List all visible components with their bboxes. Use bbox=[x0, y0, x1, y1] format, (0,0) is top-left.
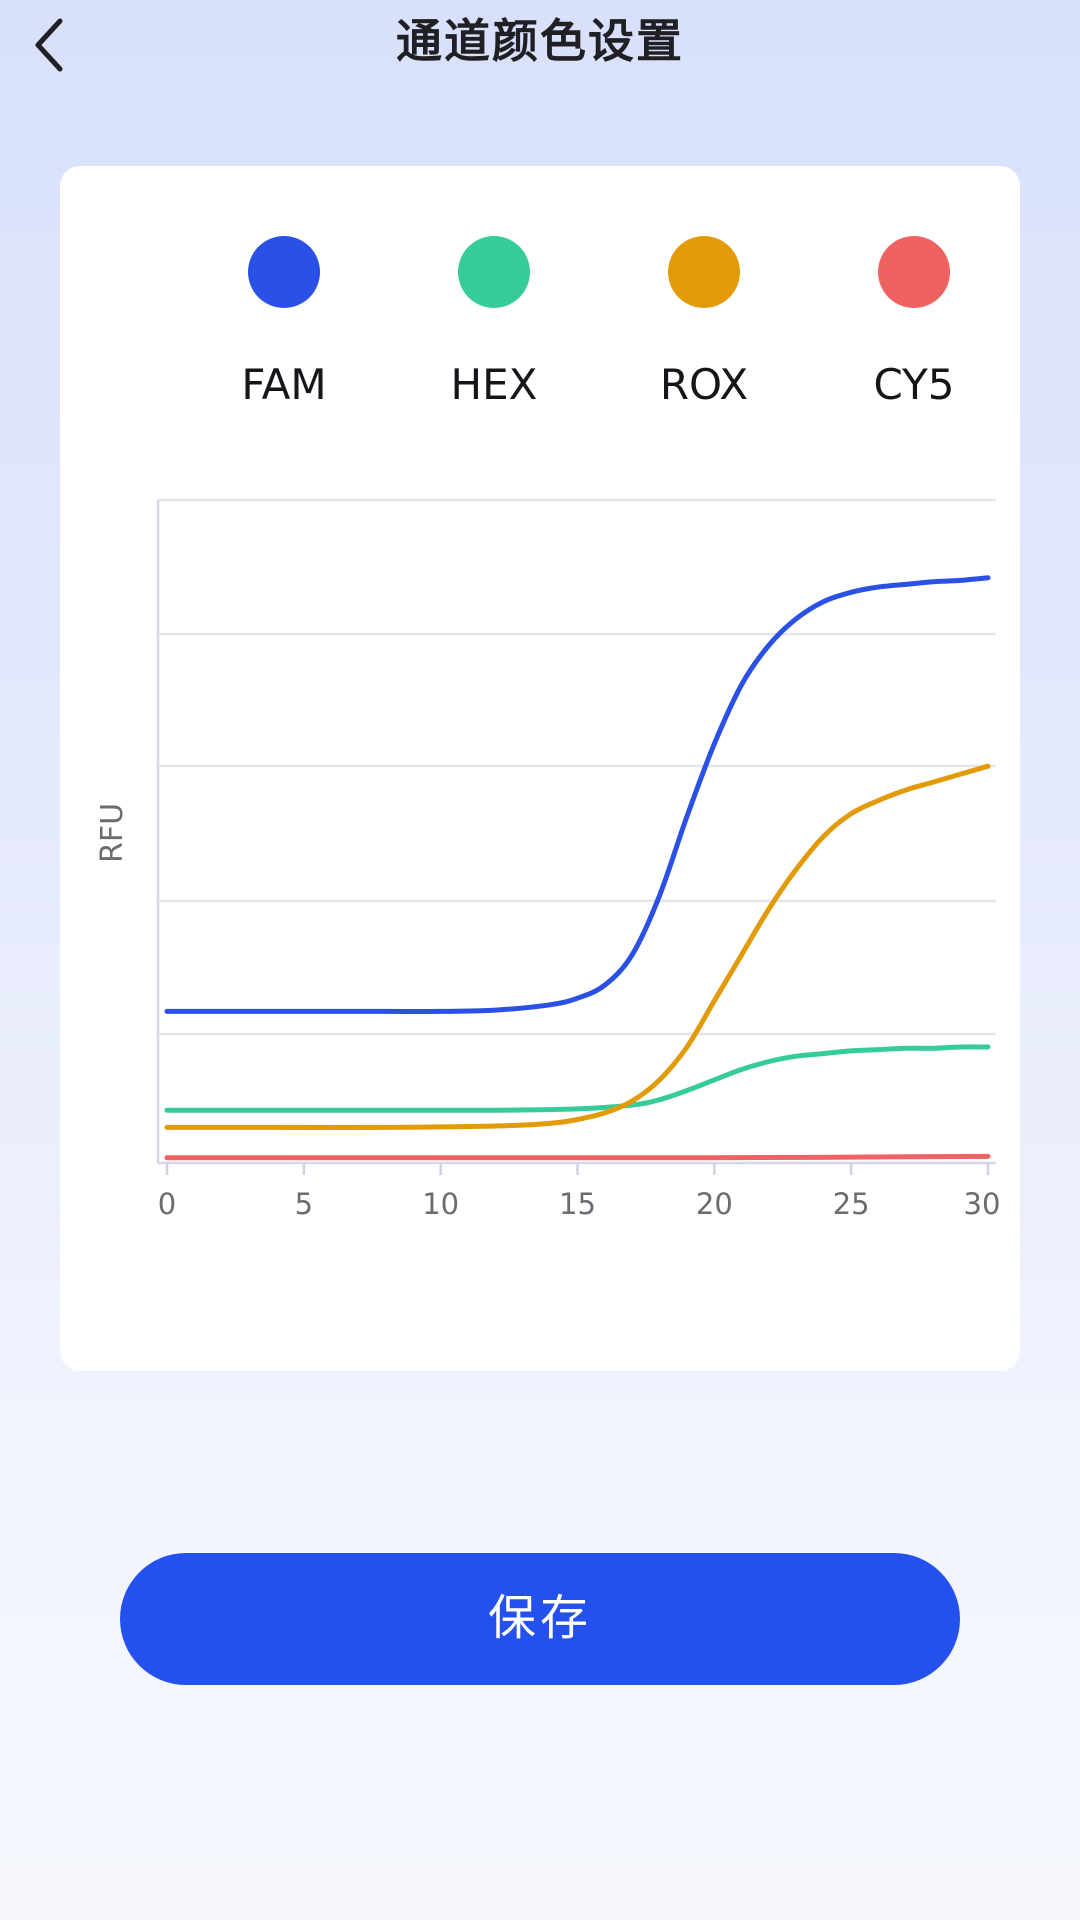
x-tick-label: 5 bbox=[295, 1187, 313, 1221]
series-line-cy5 bbox=[164, 1153, 991, 1161]
channel-label-fam: FAM bbox=[241, 360, 327, 409]
x-tick-label: 25 bbox=[833, 1187, 870, 1221]
channel-hex[interactable]: HEX bbox=[419, 236, 569, 410]
x-tick-label: 10 bbox=[422, 1187, 459, 1221]
channel-cy5[interactable]: CY5 bbox=[839, 236, 989, 410]
chart-axes bbox=[156, 500, 996, 1165]
save-button[interactable]: 保存 bbox=[120, 1553, 960, 1685]
series-line-rox bbox=[164, 763, 991, 1130]
x-tick-label: 15 bbox=[559, 1187, 596, 1221]
y-axis-label: RFU bbox=[95, 803, 130, 863]
color-swatch-rox[interactable] bbox=[668, 236, 740, 308]
series-line-fam bbox=[164, 575, 991, 1014]
channel-rox[interactable]: ROX bbox=[629, 236, 779, 410]
color-swatch-fam[interactable] bbox=[248, 236, 320, 308]
chart-grid bbox=[158, 498, 996, 1036]
channel-fam[interactable]: FAM bbox=[209, 236, 359, 410]
x-tick-label: 30 bbox=[964, 1187, 1001, 1221]
amplification-chart: 0 5 10 15 20 25 30 RFU bbox=[95, 498, 1001, 1221]
header: 通道颜色设置 bbox=[0, 0, 1080, 90]
chevron-left-icon bbox=[35, 18, 63, 72]
color-swatch-hex[interactable] bbox=[458, 236, 530, 308]
page-title: 通道颜色设置 bbox=[396, 14, 684, 68]
x-tick-label: 20 bbox=[696, 1187, 733, 1221]
back-button[interactable] bbox=[18, 10, 82, 80]
channel-label-cy5: CY5 bbox=[873, 360, 955, 409]
chart-series bbox=[164, 575, 991, 1161]
x-tick-label: 0 bbox=[158, 1187, 176, 1221]
channel-label-hex: HEX bbox=[450, 360, 538, 409]
color-swatch-cy5[interactable] bbox=[878, 236, 950, 308]
channel-label-rox: ROX bbox=[659, 360, 749, 409]
channel-color-card: FAM HEX ROX CY5 0 5 10 15 20 25 30 RFU bbox=[60, 166, 1020, 1371]
series-line-hex bbox=[164, 1044, 991, 1113]
x-axis-ticks: 0 5 10 15 20 25 30 bbox=[158, 1163, 1001, 1221]
